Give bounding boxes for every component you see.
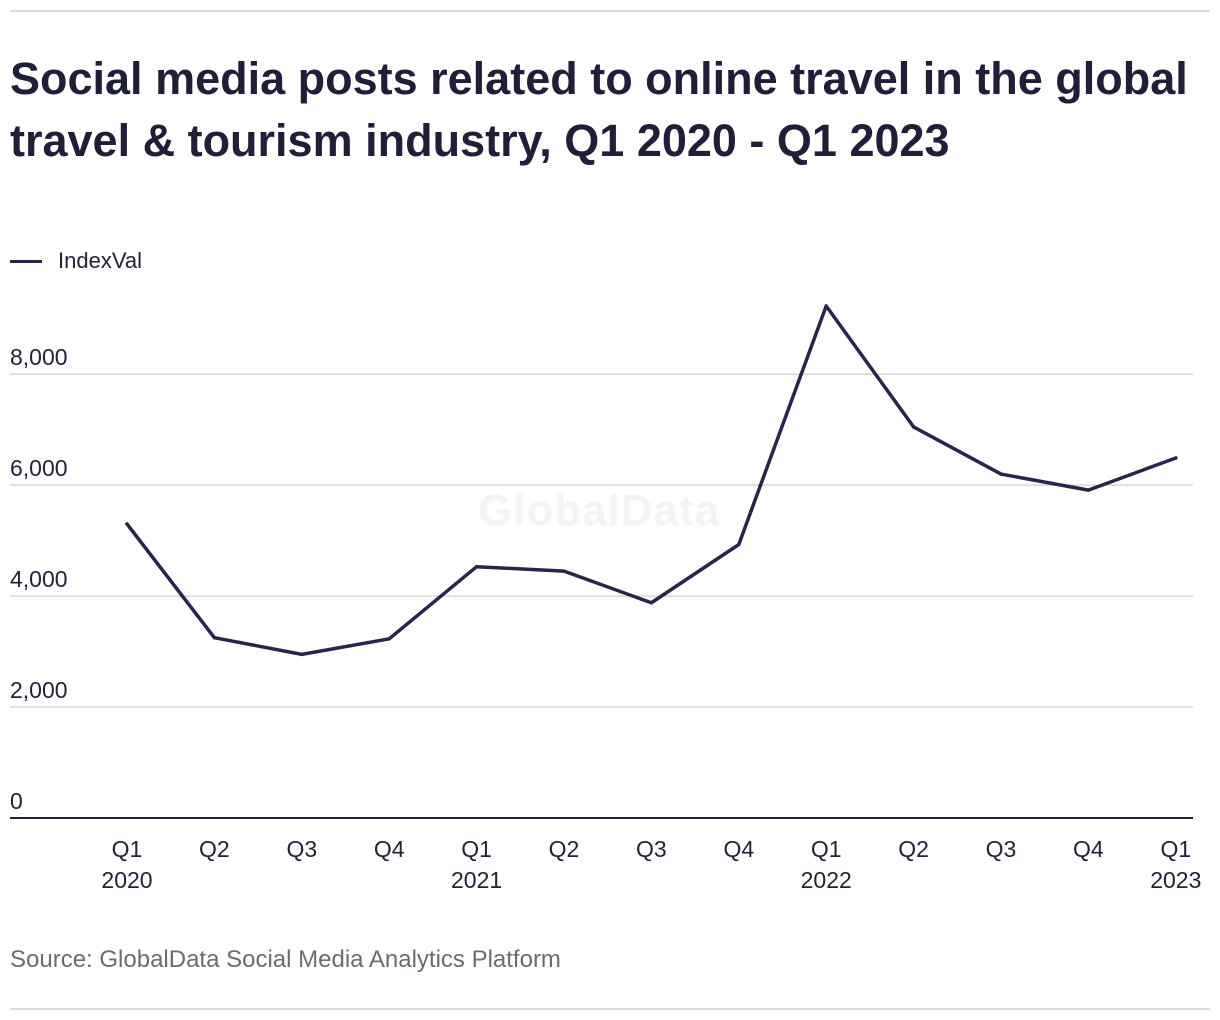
x-tick-year-label: 2020 <box>101 867 152 893</box>
y-tick-label: 4,000 <box>10 566 68 592</box>
data-point <box>999 472 1003 476</box>
gridlines <box>10 373 1193 819</box>
x-tick-year-label: 2022 <box>801 867 852 893</box>
x-tick-label: Q1 <box>811 836 842 862</box>
chart-title: Social media posts related to online tra… <box>10 53 1188 166</box>
legend: IndexVal <box>10 248 142 274</box>
x-tick-label: Q3 <box>286 836 317 862</box>
x-tick-label: Q1 <box>1160 836 1191 862</box>
line-chart: 0 2,000 4,000 6,000 8,000 Q1 2020 Q2 Q3 Q4 Q1 2021… <box>10 304 1201 893</box>
top-divider <box>10 10 1210 12</box>
x-tick-label: Q3 <box>986 836 1017 862</box>
x-tick-label: Q2 <box>549 836 580 862</box>
data-point <box>911 425 916 429</box>
x-tick-label: Q4 <box>723 836 754 862</box>
data-point <box>387 637 391 641</box>
source-note: Source: GlobalData Social Media Analytic… <box>10 946 561 973</box>
y-tick-label: 0 <box>10 788 23 814</box>
data-point <box>212 635 217 640</box>
data-point <box>474 564 479 569</box>
bottom-divider <box>10 1008 1210 1010</box>
series-layer <box>125 304 1178 657</box>
data-point <box>1086 488 1091 492</box>
watermark: GlobalData <box>478 486 721 535</box>
x-tick-year-label: 2021 <box>451 867 502 893</box>
x-tick-year-label: 2023 <box>1150 867 1201 893</box>
x-tick-label: Q1 <box>112 836 143 862</box>
data-point <box>1174 456 1178 460</box>
data-point <box>125 522 129 526</box>
y-tick-label: 2,000 <box>10 677 68 703</box>
data-point <box>824 304 828 308</box>
x-tick-label: Q2 <box>199 836 230 862</box>
y-tick-label: 6,000 <box>10 455 68 481</box>
x-tick-label: Q3 <box>636 836 667 862</box>
x-tick-label: Q2 <box>898 836 929 862</box>
legend-label: IndexVal <box>58 248 142 273</box>
data-point <box>737 542 741 547</box>
data-point <box>649 601 654 605</box>
x-tick-label: Q4 <box>374 836 405 862</box>
legend-line-swatch <box>10 259 42 263</box>
x-axis-ticks: Q1 2020 Q2 Q3 Q4 Q1 2021 Q2 Q3 Q4 Q1 2022 Q2 Q3 Q4 Q1 20… <box>101 836 1201 893</box>
data-point <box>300 652 304 657</box>
data-point <box>562 569 566 573</box>
x-tick-label: Q1 <box>461 836 492 862</box>
y-axis-ticks: 0 2,000 4,000 6,000 8,000 <box>10 344 68 814</box>
x-tick-label: Q4 <box>1073 836 1104 862</box>
y-tick-label: 8,000 <box>10 344 68 370</box>
